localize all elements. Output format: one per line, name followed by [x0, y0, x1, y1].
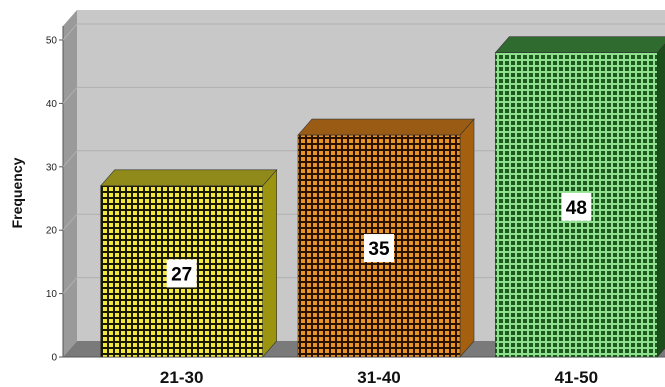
bar-top	[100, 169, 278, 187]
bar-side	[262, 169, 277, 358]
data-label-box	[364, 234, 394, 263]
x-tick-label: 41-50	[555, 368, 598, 387]
data-label: 35	[368, 239, 390, 260]
bars: 27 35 48	[100, 36, 665, 358]
plot-left-wall	[63, 10, 77, 357]
y-tick-label: 40	[46, 99, 58, 110]
gridline-wall	[62, 150, 78, 168]
bar-side	[459, 118, 475, 358]
y-tick-label: 20	[46, 226, 58, 237]
data-label-box	[166, 259, 197, 288]
x-tick-label: 21-30	[160, 368, 203, 387]
gridline-wall	[62, 277, 78, 294]
y-tick-label: 10	[46, 289, 58, 300]
y-axis-label: Frequency	[9, 157, 25, 228]
x-axis: 21-30 31-40 41-50	[160, 368, 598, 387]
bar-top	[494, 36, 665, 53]
y-tick-label: 0	[51, 353, 57, 364]
bar-41-50: 48	[494, 36, 665, 358]
y-tick-label: 30	[46, 162, 58, 173]
bar-top	[297, 118, 475, 136]
bar-front	[297, 134, 461, 358]
bar-31-40: 35	[297, 118, 475, 358]
y-axis: 0 10 20 30 40 50	[46, 36, 63, 364]
gridline-wall	[62, 23, 78, 41]
bar-side	[657, 43, 665, 358]
x-tick-label: 31-40	[357, 368, 400, 387]
data-label-box	[561, 192, 592, 221]
y-tick-label: 50	[46, 36, 58, 47]
data-label: 48	[566, 198, 587, 219]
data-label: 27	[171, 264, 192, 285]
gridline-wall	[62, 87, 78, 104]
gridline-wall	[62, 213, 78, 231]
bar-21-30: 27	[100, 169, 278, 358]
